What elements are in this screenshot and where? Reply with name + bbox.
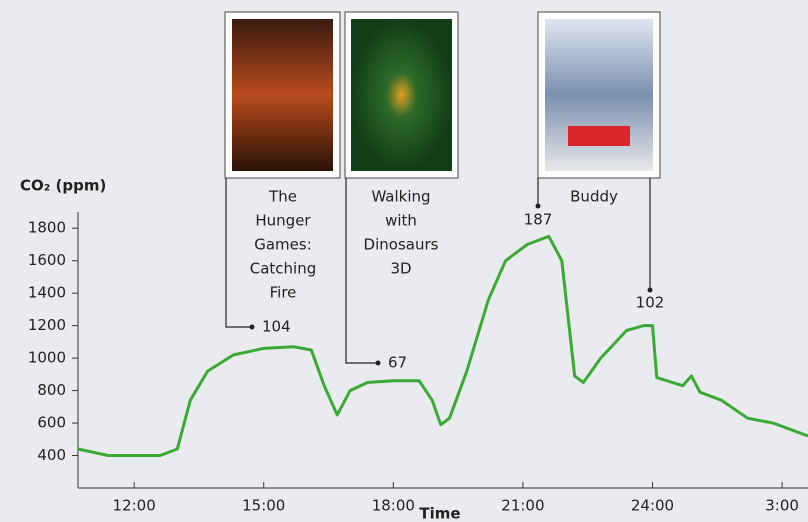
movie-title: Buddy [570,188,618,206]
annotation-label: 102 [636,294,665,312]
movie-title: The [268,188,297,206]
movie-title: Games: [254,236,312,254]
y-tick-label: 1600 [28,251,66,269]
movie-title: Catching [250,260,317,278]
x-tick-label: 3:00 [765,497,799,515]
leader-dot [647,287,653,293]
x-tick-label: 12:00 [113,497,156,515]
y-tick-label: 1200 [28,316,66,334]
y-tick-label: 800 [37,381,66,399]
posters [224,11,661,179]
x-tick-label: 21:00 [501,497,544,515]
movie-title: 3D [390,260,411,278]
x-tick-label: 24:00 [631,497,674,515]
poster [351,19,452,171]
leader-dot [249,324,255,330]
y-tick-label: 400 [37,446,66,464]
annotation-label: 104 [262,318,291,336]
leader-dot [375,360,381,366]
leader-line [345,178,378,364]
movie-title: Walking [371,188,430,206]
y-tick-label: 1800 [28,219,66,237]
poster [232,19,333,171]
y-axis-label: CO₂ (ppm) [20,177,106,195]
leader-line [225,178,252,328]
leader-dot [535,203,541,209]
x-tick-label: 15:00 [242,497,285,515]
annotation-label: 67 [388,354,407,372]
leaders [225,178,653,366]
movie-title: Hunger [255,212,311,230]
movie-title: with [385,212,417,230]
x-tick-label: 18:00 [372,497,415,515]
x-axis-label: Time [419,505,460,522]
line [77,234,808,457]
y-tick-label: 1000 [28,349,66,367]
poster [545,19,653,171]
movie-title: Fire [270,284,297,302]
y-tick-label: 1400 [28,284,66,302]
y-tick-label: 600 [37,414,66,432]
annotation-label: 187 [524,211,553,229]
movie-title: Dinosaurs [364,236,439,254]
poster-title-art [568,126,630,146]
